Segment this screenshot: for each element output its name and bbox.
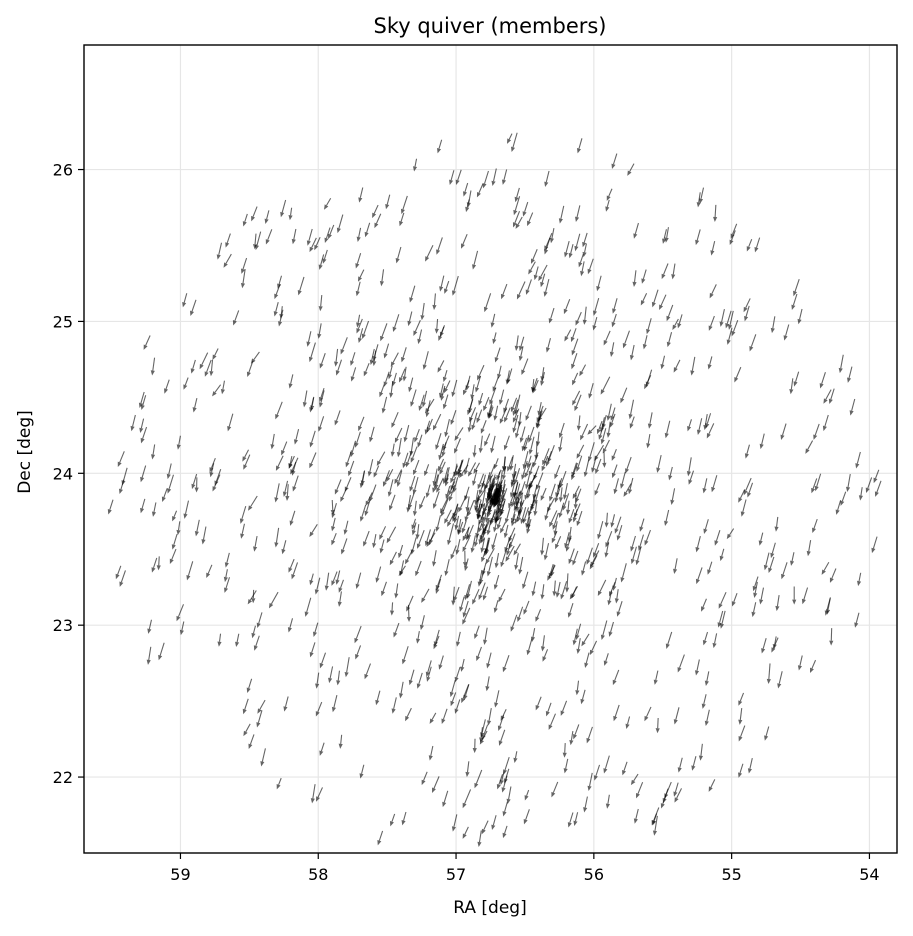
y-tick-label: 24	[53, 464, 73, 483]
arrow-shaft	[536, 442, 537, 455]
arrow-shaft	[607, 513, 608, 523]
chart-title: Sky quiver (members)	[373, 14, 606, 38]
x-tick-label: 58	[308, 865, 328, 884]
y-tick-label: 23	[53, 616, 73, 635]
x-tick-label: 59	[170, 865, 190, 884]
arrow-shaft	[392, 602, 393, 610]
arrow-shaft	[437, 319, 438, 329]
y-tick-label: 22	[53, 768, 73, 787]
x-axis-label: RA [deg]	[453, 898, 526, 918]
y-axis-label: Dec [deg]	[15, 410, 35, 494]
arrow-shaft	[715, 205, 716, 217]
arrow-shaft	[332, 500, 333, 510]
y-tick-label: 25	[53, 312, 73, 331]
arrow-shaft	[565, 743, 566, 753]
x-tick-label: 57	[446, 865, 466, 884]
y-tick-label: 26	[53, 161, 73, 180]
x-tick-label: 54	[859, 865, 879, 884]
arrow-shaft	[475, 445, 476, 453]
x-tick-label: 55	[721, 865, 741, 884]
x-tick-label: 56	[584, 865, 604, 884]
